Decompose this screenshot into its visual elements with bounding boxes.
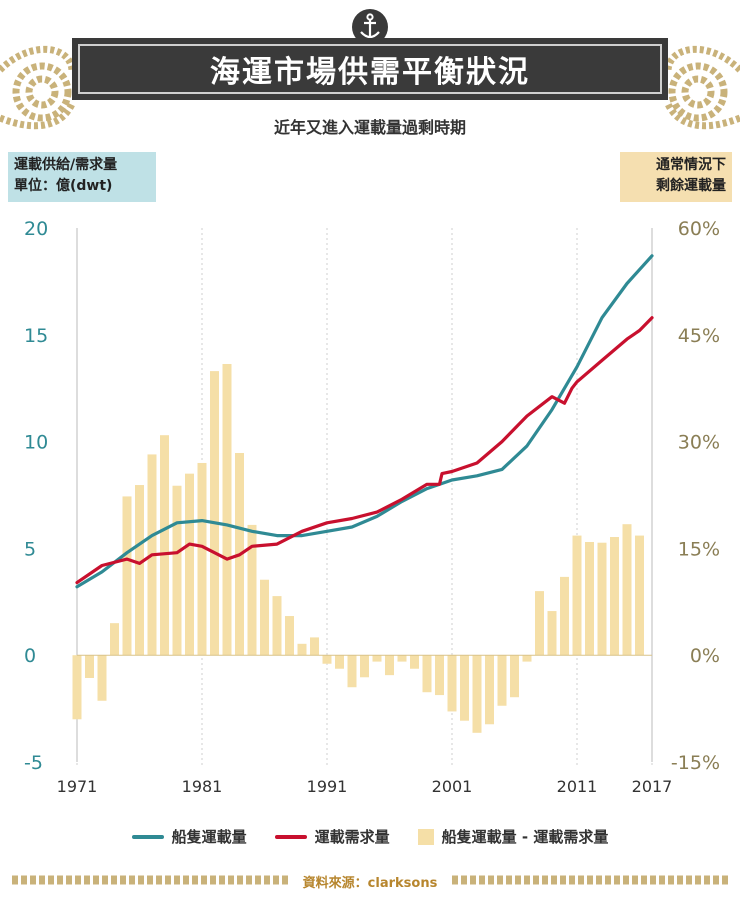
- surplus-bar-1973: [97, 655, 107, 701]
- right-axis-title-box: 通常情況下 剩餘運載量: [620, 152, 732, 202]
- left-tick-label-4: 15: [24, 325, 48, 347]
- surplus-bar-2000: [435, 655, 444, 696]
- title-banner: 海運市場供需平衡狀況: [72, 38, 668, 100]
- surplus-bar-1992: [335, 655, 344, 669]
- surplus-bar-1989: [297, 643, 307, 656]
- supply-line: [75, 254, 654, 589]
- surplus-bar-1979: [172, 485, 182, 656]
- right-tick-label-5: 60%: [678, 218, 720, 240]
- surplus-bar-1993: [347, 655, 357, 688]
- surplus-bar-2015: [622, 524, 632, 656]
- right-tick-label-0: -15%: [671, 752, 720, 774]
- surplus-bar-1971: [72, 655, 82, 720]
- left-axis-unit: 單位：億(dwt): [14, 178, 113, 194]
- surplus-bar-1974: [110, 623, 119, 656]
- source-text: 資料來源：clarksons: [294, 876, 446, 891]
- surplus-bar-1988: [285, 616, 294, 656]
- surplus-bar-1991: [322, 655, 332, 664]
- left-tick-label-2: 5: [24, 538, 36, 560]
- legend-swatch-supply: [131, 834, 164, 839]
- right-axis-title-line2: 剩餘運載量: [656, 178, 726, 194]
- anchor-icon: [352, 9, 388, 45]
- surplus-bar-2013: [597, 542, 607, 656]
- surplus-bar-1981: [197, 462, 207, 656]
- legend-item-supply: 船隻運載量: [131, 826, 247, 847]
- surplus-bar-1990: [310, 637, 319, 656]
- surplus-bar-2010: [560, 576, 569, 656]
- chart-subtitle: 近年又進入運載量過剩時期: [273, 118, 466, 137]
- surplus-bar-1999: [422, 655, 432, 693]
- source-row: 資料來源：clarksons: [0, 870, 740, 891]
- x-tick-label-5: 2017: [632, 777, 673, 796]
- surplus-bar-2016: [635, 535, 644, 656]
- surplus-bar-1980: [185, 473, 194, 656]
- surplus-bar-2012: [585, 541, 594, 656]
- surplus-bar-1985: [247, 524, 257, 656]
- axis-labels: -5 0 5 10 15 20 -15% 0% 15% 30% 45% 60% 1971 1981 1991…: [24, 218, 720, 796]
- surplus-bar-1987: [272, 596, 282, 656]
- left-tick-label-5: 20: [24, 218, 48, 240]
- surplus-bar-1972: [85, 655, 94, 678]
- surplus-bar-2001: [447, 655, 457, 712]
- legend-label-supply: 船隻運載量: [171, 828, 247, 846]
- surplus-bar-1986: [260, 579, 269, 656]
- surplus-bar-2007: [522, 655, 532, 662]
- surplus-bar-2008: [535, 591, 544, 656]
- x-tick-label-3: 2001: [432, 777, 473, 796]
- left-tick-label-3: 10: [24, 432, 48, 454]
- legend-label-demand: 運載需求量: [314, 828, 390, 846]
- surplus-bar-2011: [572, 535, 582, 656]
- surplus-bar-2009: [547, 611, 557, 656]
- surplus-bar-2003: [472, 655, 482, 733]
- right-tick-label-2: 15%: [678, 538, 720, 560]
- right-tick-label-1: 0%: [690, 645, 720, 667]
- demand-line: [75, 316, 654, 585]
- x-tick-label-2: 1991: [307, 777, 348, 796]
- right-axis-title-line1: 通常情況下: [656, 157, 726, 173]
- left-axis-title: 運載供給/需求量: [14, 157, 118, 173]
- legend-swatch-demand: [274, 834, 307, 839]
- rope-right-coil: [664, 45, 740, 130]
- legend-swatch-surplus: [417, 828, 434, 845]
- surplus-bar-1975: [122, 496, 132, 656]
- surplus-bar-1995: [372, 655, 382, 662]
- surplus-bar-1982: [210, 371, 219, 656]
- line-series: [75, 254, 654, 589]
- legend-item-surplus: 船隻運載量 - 運載需求量: [417, 826, 609, 847]
- legend-item-demand: 運載需求量: [274, 826, 390, 847]
- surplus-bar-1976: [135, 485, 144, 656]
- chart-title: 海運市場供需平衡狀況: [210, 55, 530, 90]
- surplus-bar-1997: [397, 655, 407, 662]
- rope-left-coil: [0, 45, 76, 130]
- right-tick-label-3: 30%: [678, 432, 720, 454]
- left-tick-label-0: -5: [24, 752, 43, 774]
- surplus-bar-2006: [510, 655, 519, 698]
- surplus-bar-1983: [222, 363, 232, 656]
- surplus-bar-2002: [460, 655, 469, 721]
- surplus-bar-2005: [497, 655, 507, 706]
- surplus-bar-1998: [410, 655, 419, 669]
- surplus-bar-1994: [360, 655, 369, 678]
- surplus-bar-1978: [160, 435, 169, 656]
- legend-label-surplus: 船隻運載量 - 運載需求量: [441, 828, 609, 846]
- surplus-bar-2004: [485, 655, 494, 725]
- x-tick-label-1: 1981: [182, 777, 223, 796]
- x-tick-label-4: 2011: [557, 777, 598, 796]
- left-tick-label-1: 0: [24, 645, 36, 667]
- surplus-bar-2014: [610, 537, 619, 656]
- surplus-bar-1996: [385, 655, 394, 676]
- x-tick-label-0: 1971: [57, 777, 98, 796]
- legend: 船隻運載量 運載需求量 船隻運載量 - 運載需求量: [0, 826, 740, 847]
- left-axis-title-box: 運載供給/需求量 單位：億(dwt): [8, 152, 156, 202]
- surplus-bars: [72, 363, 644, 733]
- right-tick-label-4: 45%: [678, 325, 720, 347]
